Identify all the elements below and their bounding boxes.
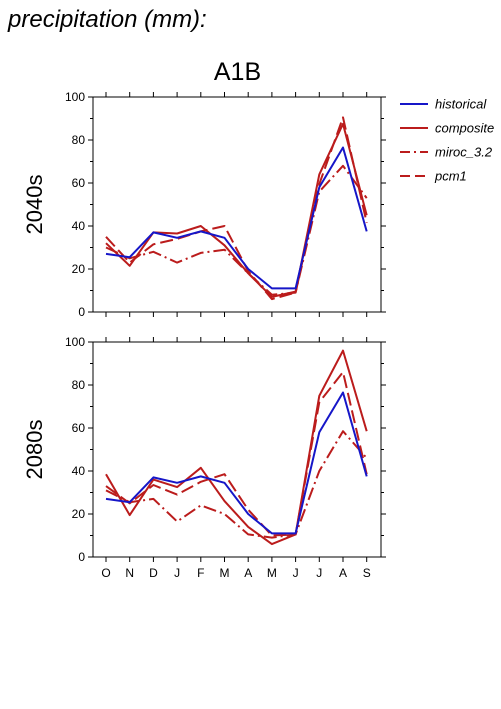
y-tick-label: 40 — [72, 464, 86, 478]
row-label: 2040s — [22, 175, 47, 235]
y-tick-label: 100 — [65, 90, 85, 104]
series-line-miroc_3.2 — [105, 430, 368, 539]
y-tick-label: 20 — [72, 507, 86, 521]
chart-panel-2040s: 0 20 40 60 80 100 2040s — [22, 90, 386, 319]
y-tick-label: 40 — [72, 219, 86, 233]
y-tick-label: 20 — [72, 262, 86, 276]
series-line-historical — [105, 146, 368, 290]
y-tick-label: 80 — [72, 378, 86, 392]
x-tick-label: S — [363, 566, 371, 580]
x-tick-label: J — [174, 566, 180, 580]
x-tick-label: J — [316, 566, 322, 580]
x-tick-label: O — [101, 566, 110, 580]
y-tick-label: 100 — [65, 335, 85, 349]
x-tick-label: N — [125, 566, 134, 580]
series-line-historical — [105, 391, 368, 535]
y-tick-label: 60 — [72, 176, 86, 190]
legend-label: pcm1 — [434, 169, 467, 184]
plot-frame — [92, 341, 382, 558]
series-line-miroc_3.2 — [105, 164, 368, 296]
x-tick-label: A — [339, 566, 347, 580]
legend-label: historical — [435, 97, 487, 112]
x-tick-label: F — [197, 566, 204, 580]
x-tick-label: D — [149, 566, 158, 580]
series-line-pcm1 — [105, 116, 368, 301]
series-line-pcm1 — [105, 371, 368, 537]
scenario-title: A1B — [214, 58, 261, 86]
legend-label: miroc_3.2 — [435, 145, 493, 160]
x-tick-label: M — [267, 566, 277, 580]
y-tick-label: 60 — [72, 421, 86, 435]
x-tick-label: A — [244, 566, 252, 580]
series-line-composite — [105, 349, 368, 546]
x-tick-label: M — [220, 566, 230, 580]
y-tick-label: 0 — [78, 305, 85, 319]
page-title: precipitation (mm): — [8, 6, 207, 33]
y-tick-label: 0 — [78, 550, 85, 564]
series-line-composite — [105, 122, 368, 298]
legend-label: composite — [435, 121, 494, 136]
row-label: 2080s — [22, 420, 47, 480]
x-tick-label: J — [293, 566, 299, 580]
y-tick-label: 80 — [72, 133, 86, 147]
legend: historical composite miroc_3.2 pcm1 — [400, 97, 494, 184]
